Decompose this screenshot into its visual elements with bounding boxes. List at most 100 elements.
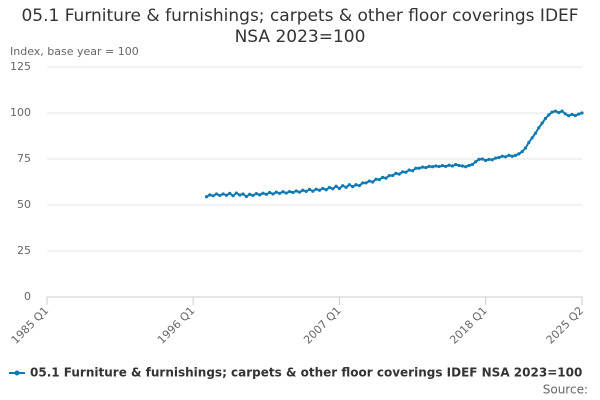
point xyxy=(497,155,501,160)
point xyxy=(430,165,435,169)
point xyxy=(294,189,298,193)
point xyxy=(530,136,534,140)
point xyxy=(417,166,421,170)
point xyxy=(570,112,574,117)
series-line xyxy=(206,109,583,198)
point xyxy=(287,189,292,194)
point xyxy=(274,190,278,194)
point xyxy=(577,112,581,116)
point xyxy=(281,190,285,194)
point xyxy=(361,181,365,185)
point xyxy=(314,187,318,191)
point xyxy=(434,164,438,168)
point xyxy=(228,191,232,196)
point xyxy=(211,194,215,198)
point xyxy=(347,183,351,187)
point xyxy=(214,192,219,196)
y-tick-label: 75 xyxy=(17,152,31,165)
point xyxy=(553,109,558,113)
x-tick-label: 1996 Q1 xyxy=(155,304,198,347)
y-tick-label: 25 xyxy=(17,244,31,257)
y-tick-label: 100 xyxy=(10,106,31,119)
point xyxy=(533,131,538,135)
point xyxy=(297,190,302,194)
point xyxy=(304,189,308,193)
y-tick-label: 125 xyxy=(10,60,31,73)
point xyxy=(351,185,355,189)
point xyxy=(457,163,461,168)
point xyxy=(424,166,428,170)
point xyxy=(284,191,288,195)
point xyxy=(513,153,518,157)
point xyxy=(261,191,265,195)
point xyxy=(480,157,484,161)
point xyxy=(567,114,571,118)
point xyxy=(394,171,398,175)
point xyxy=(580,111,584,115)
point xyxy=(334,184,338,188)
point xyxy=(523,146,528,150)
point xyxy=(271,192,275,196)
point xyxy=(474,160,478,164)
point xyxy=(324,188,328,192)
legend-label: 05.1 Furniture & furnishings; carpets & … xyxy=(30,366,582,380)
point xyxy=(234,191,239,195)
point xyxy=(510,154,514,158)
point xyxy=(381,175,385,179)
point xyxy=(390,173,395,178)
point xyxy=(278,191,282,196)
point xyxy=(470,162,474,167)
point xyxy=(258,193,262,197)
y-axis-label: Index, base year = 100 xyxy=(10,45,139,58)
point xyxy=(321,186,325,191)
point xyxy=(437,164,441,169)
point xyxy=(547,113,551,117)
point xyxy=(218,193,222,198)
point xyxy=(337,186,342,191)
point xyxy=(543,116,548,121)
point xyxy=(384,176,388,180)
point xyxy=(254,191,258,196)
chart-title: 05.1 Furniture & furnishings; carpets & … xyxy=(21,6,579,47)
point xyxy=(440,164,445,168)
point xyxy=(550,110,554,114)
point xyxy=(477,157,481,161)
point xyxy=(560,109,564,113)
point xyxy=(487,157,491,161)
point xyxy=(420,165,425,169)
point xyxy=(503,155,508,159)
point xyxy=(490,158,494,162)
point xyxy=(427,164,431,168)
point xyxy=(450,164,455,168)
point xyxy=(557,111,561,115)
point xyxy=(540,121,544,125)
point xyxy=(241,192,245,196)
point xyxy=(414,166,418,170)
point xyxy=(244,194,248,199)
point xyxy=(407,168,411,172)
point xyxy=(517,152,521,156)
point xyxy=(208,193,212,197)
point xyxy=(251,193,255,198)
point xyxy=(444,164,448,168)
point xyxy=(494,156,498,160)
point xyxy=(327,185,332,190)
point xyxy=(238,193,242,197)
point xyxy=(484,158,488,163)
point xyxy=(397,172,401,176)
point xyxy=(364,181,368,185)
point xyxy=(447,163,451,167)
point xyxy=(331,187,335,191)
point xyxy=(520,150,524,154)
legend-marker xyxy=(14,370,20,376)
point xyxy=(387,173,391,178)
point xyxy=(500,154,504,158)
point xyxy=(221,192,225,196)
point xyxy=(307,187,312,191)
point xyxy=(454,162,458,167)
point xyxy=(573,113,577,118)
point xyxy=(354,183,358,187)
point xyxy=(317,188,322,192)
point xyxy=(248,192,252,196)
